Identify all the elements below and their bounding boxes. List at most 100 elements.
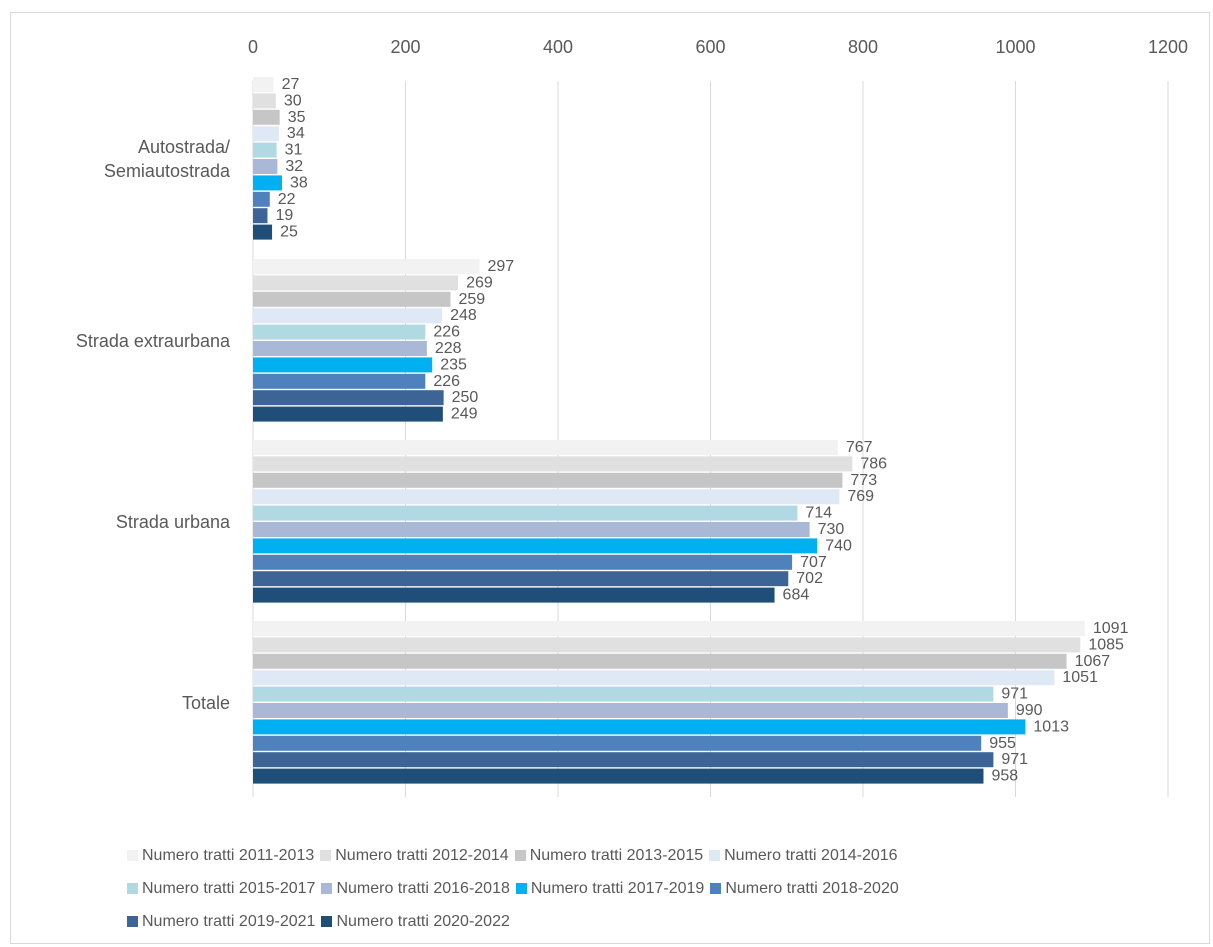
bar [253, 373, 426, 389]
category-label: Semiautostrada [104, 161, 231, 181]
category-label: Strada extraurbana [76, 331, 231, 351]
bar [253, 522, 810, 537]
bar [253, 719, 1026, 735]
data-label: 22 [278, 191, 296, 208]
x-tick-label: 800 [848, 37, 878, 57]
bar [253, 686, 994, 702]
bar [253, 259, 480, 274]
legend-swatch [127, 883, 138, 894]
data-label: 707 [800, 554, 827, 571]
bar [253, 357, 433, 373]
bar [253, 670, 1055, 686]
bar [253, 142, 277, 158]
data-label: 250 [452, 389, 479, 406]
legend-label: Numero tratti 2018-2020 [725, 879, 899, 897]
legend-item: Numero tratti 2011-2013 [127, 847, 314, 865]
bar [253, 224, 273, 240]
data-label: 297 [487, 258, 514, 275]
legend-swatch [321, 916, 333, 927]
x-tick-label: 1000 [995, 37, 1035, 57]
bar [253, 752, 994, 768]
data-label: 31 [285, 142, 303, 159]
data-label: 248 [450, 307, 477, 324]
bar [253, 768, 984, 784]
legend-swatch [320, 850, 332, 861]
bar [253, 538, 818, 554]
data-label: 740 [825, 537, 852, 554]
data-label: 767 [846, 439, 873, 456]
legend-swatch [127, 916, 138, 927]
data-label: 1091 [1093, 620, 1129, 637]
data-label: 259 [458, 291, 485, 308]
legend-label: Numero tratti 2020-2022 [336, 912, 510, 930]
data-label: 228 [435, 340, 462, 357]
legend-swatch [321, 883, 333, 894]
legend-item: Numero tratti 2018-2020 [710, 879, 899, 898]
bar [253, 324, 426, 340]
legend-item: Numero tratti 2020-2022 [321, 912, 510, 931]
data-label: 226 [433, 373, 460, 390]
bar [253, 159, 278, 174]
bar [253, 109, 280, 125]
bar [253, 175, 282, 191]
data-label: 1067 [1075, 653, 1111, 670]
data-label: 235 [440, 356, 467, 373]
legend-item: Numero tratti 2017-2019 [515, 880, 704, 898]
data-label: 786 [860, 455, 887, 472]
legend-item: Numero tratti 2012-2014 [320, 846, 509, 865]
bar-chart: 0 200 400 600 800 1000 1200 Autostrada/Semiaut… [76, 37, 1188, 797]
bar [253, 390, 444, 406]
data-label: 714 [805, 505, 832, 522]
bar [253, 208, 268, 224]
data-label: 730 [818, 521, 845, 538]
bar [253, 489, 840, 505]
bar [253, 554, 793, 570]
bar [253, 440, 838, 455]
legend-item: Numero tratti 2015-2017 [127, 880, 315, 898]
data-label: 1013 [1033, 718, 1069, 735]
category-label: Strada urbana [116, 512, 231, 532]
chart-frame: 0 200 400 600 800 1000 1200 Autostrada/Semiaut… [10, 12, 1210, 944]
data-label: 958 [991, 768, 1018, 785]
data-label: 35 [288, 109, 306, 126]
data-label: 249 [451, 406, 478, 423]
x-tick-label: 0 [248, 37, 258, 57]
legend-row: Numero tratti 2015-2017 Numero tratti 201… [127, 872, 1127, 905]
bar [253, 587, 775, 603]
legend-swatch [515, 883, 527, 894]
data-label: 684 [783, 587, 810, 604]
bar [253, 308, 443, 324]
x-tick-label: 400 [543, 37, 573, 57]
x-tick-label: 1200 [1148, 37, 1188, 57]
data-label: 769 [847, 488, 874, 505]
bar [253, 93, 276, 109]
data-label: 27 [282, 76, 300, 93]
bar [253, 505, 798, 521]
bar [253, 126, 279, 142]
legend-item: Numero tratti 2019-2021 [127, 913, 315, 931]
bar [253, 571, 789, 587]
legend-swatch [514, 850, 526, 861]
data-label: 1051 [1062, 669, 1098, 686]
data-label: 30 [284, 92, 302, 109]
legend-swatch [709, 850, 721, 861]
legend-label: Numero tratti 2013-2015 [529, 846, 704, 864]
data-label: 971 [1001, 686, 1028, 703]
legend-row: Numero tratti 2011-2013 Numero tratti 201… [127, 839, 1127, 872]
x-tick-label: 600 [695, 37, 725, 57]
legend: Numero tratti 2011-2013 Numero tratti 201… [127, 839, 1127, 938]
bar [253, 703, 1008, 718]
bar [253, 456, 853, 472]
data-label: 1085 [1088, 636, 1124, 653]
data-label: 990 [1016, 702, 1043, 719]
x-tick-label: 200 [390, 37, 420, 57]
data-label: 25 [280, 224, 298, 241]
bar [253, 653, 1067, 669]
bar [253, 406, 443, 422]
bar [253, 637, 1081, 653]
data-label: 34 [287, 125, 305, 142]
bar [253, 472, 843, 488]
legend-label: Numero tratti 2012-2014 [335, 846, 509, 864]
legend-label: Numero tratti 2011-2013 [142, 846, 315, 864]
data-label: 773 [850, 472, 877, 489]
